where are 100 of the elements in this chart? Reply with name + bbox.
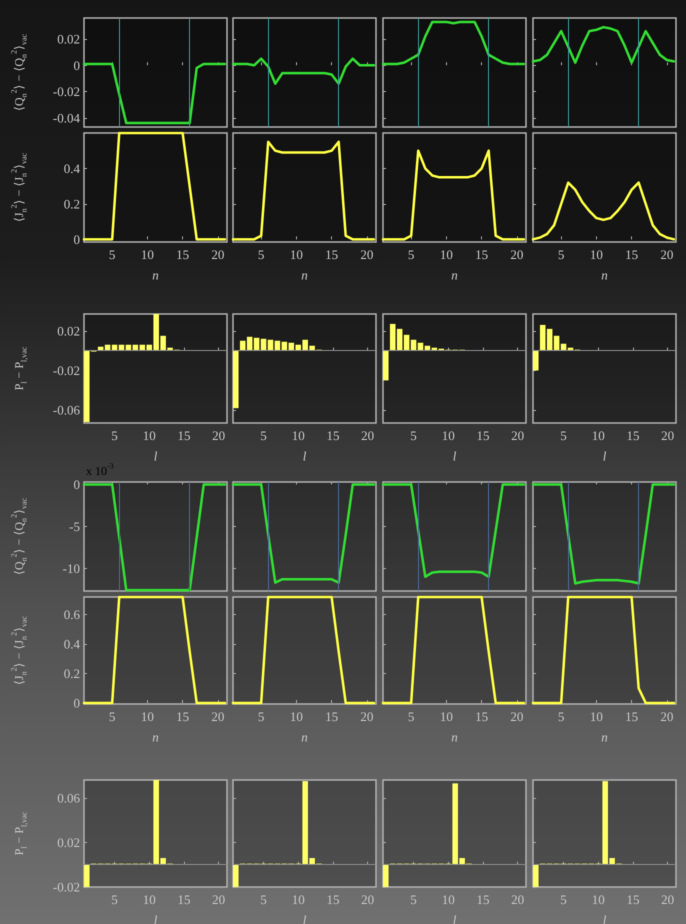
x-tick-label: 15 [176, 247, 190, 262]
x-axis-title: n [451, 730, 458, 744]
y-tick-label: -0.02 [52, 362, 80, 378]
y-tick-label: 0.02 [57, 323, 80, 338]
x-tick-label: 15 [326, 892, 340, 907]
x-tick-label: 15 [626, 428, 640, 443]
x-tick-label: 20 [211, 709, 224, 724]
y-axis-title: Pl − Pl,vac [12, 346, 28, 390]
x-tick-label: 15 [625, 247, 638, 262]
x-tick-label: 20 [212, 892, 226, 907]
x-tick-label: 15 [326, 428, 340, 443]
y-tick-label: 0.06 [57, 790, 80, 806]
x-axis-title: l [452, 448, 457, 464]
x-tick-label: 20 [360, 709, 374, 724]
x-tick-label: 5 [410, 892, 417, 907]
x-tick-label: 20 [361, 428, 374, 443]
x-tick-label: 10 [440, 709, 453, 724]
y-tick-label: 0 [74, 58, 80, 73]
x-axis-title: n [601, 268, 608, 282]
x-tick-label: 20 [661, 892, 674, 907]
y-tick-label: 0.02 [57, 32, 80, 47]
x-tick-label: 5 [260, 892, 267, 907]
y-axis-title: ⟨Jn2⟩ − ⟨Jn2⟩vac [10, 152, 28, 222]
x-tick-label: 5 [558, 247, 564, 262]
x-axis-title: n [152, 730, 159, 744]
x-tick-label: 10 [142, 428, 156, 443]
x-tick-label: 15 [325, 709, 338, 724]
x-tick-label: 15 [475, 247, 488, 262]
x-tick-label: 10 [440, 247, 453, 262]
x-tick-label: 10 [442, 428, 455, 443]
x-tick-label: 5 [258, 247, 264, 262]
x-tick-label: 10 [590, 709, 603, 724]
x-tick-label: 20 [511, 892, 524, 907]
x-tick-label: 10 [140, 709, 154, 724]
x-tick-label: 15 [177, 428, 190, 443]
y-tick-label: -0.02 [52, 880, 80, 894]
y-tick-label: -0.04 [52, 110, 80, 126]
x-tick-label: 15 [176, 709, 190, 724]
x-tick-label: 15 [476, 892, 490, 907]
x-tick-label: 20 [660, 247, 674, 262]
y-tick-label: -5 [69, 518, 80, 534]
y-tick-label: 0 [74, 695, 80, 710]
x-tick-label: 10 [290, 709, 303, 724]
x-tick-label: 5 [258, 709, 264, 724]
y-tick-label: 0.2 [64, 666, 80, 682]
x-tick-label: 10 [592, 892, 605, 907]
x-tick-label: 5 [560, 428, 567, 443]
x-tick-label: 5 [108, 709, 116, 724]
y-axis-title: Pl − Pl,vac [12, 811, 28, 856]
y-axis-title: ⟨Qn2⟩ − ⟨Qn2⟩vac [10, 497, 28, 576]
x-tick-label: 20 [211, 247, 224, 262]
x-tick-label: 20 [360, 247, 374, 262]
x-tick-label: 10 [292, 892, 305, 907]
y-tick-label: 0 [74, 477, 80, 492]
x-tick-label: 5 [260, 428, 267, 443]
y-tick-label: 0 [74, 232, 80, 247]
x-tick-label: 20 [510, 709, 524, 724]
x-tick-label: 20 [660, 709, 674, 724]
x-tick-label: 5 [408, 709, 414, 724]
x-tick-label: 15 [476, 428, 490, 443]
x-tick-label: 5 [111, 892, 118, 907]
y-tick-label: -0.06 [52, 402, 80, 418]
x-axis-title: n [451, 268, 458, 282]
x-tick-label: 10 [142, 892, 156, 907]
x-tick-label: 10 [590, 247, 603, 262]
y-axis-title: ⟨Jn2⟩ − ⟨Jn2⟩vac [10, 615, 28, 686]
x-tick-label: 10 [292, 428, 305, 443]
x-tick-label: 15 [625, 709, 638, 724]
x-axis-title: l [302, 448, 307, 464]
x-tick-label: 10 [442, 892, 455, 907]
x-tick-label: 15 [475, 709, 488, 724]
x-axis-title: l [602, 448, 607, 464]
x-tick-label: 10 [140, 247, 154, 262]
x-axis-title: n [301, 730, 308, 744]
x-tick-label: 15 [325, 247, 338, 262]
y-tick-label: 0.4 [64, 160, 80, 176]
x-axis-title: n [301, 268, 308, 282]
x-tick-label: 5 [408, 247, 414, 262]
x-tick-label: 20 [510, 247, 524, 262]
y-tick-label: -0.02 [52, 84, 80, 100]
x-axis-title: l [154, 448, 158, 464]
x-tick-label: 10 [290, 247, 303, 262]
x-tick-label: 15 [626, 892, 640, 907]
x-tick-label: 5 [410, 428, 417, 443]
x-tick-label: 20 [661, 428, 674, 443]
x-tick-label: 10 [592, 428, 605, 443]
x-axis-title: n [152, 268, 159, 282]
y-tick-label: 0.4 [64, 636, 80, 652]
x-tick-label: 20 [361, 892, 374, 907]
x-tick-label: 5 [108, 247, 116, 262]
y-tick-label: 0.2 [64, 196, 80, 212]
x-tick-label: 5 [560, 892, 567, 907]
x-axis-title: n [601, 730, 608, 744]
x-tick-label: 20 [511, 428, 524, 443]
y-tick-label: -10 [62, 560, 80, 576]
y-axis-title: ⟨Qn2⟩ − ⟨Qn2⟩vac [10, 33, 28, 112]
y-tick-label: 0.02 [57, 834, 80, 850]
x-tick-label: 15 [177, 892, 190, 907]
x-tick-label: 20 [212, 428, 226, 443]
x-tick-label: 5 [111, 428, 118, 443]
